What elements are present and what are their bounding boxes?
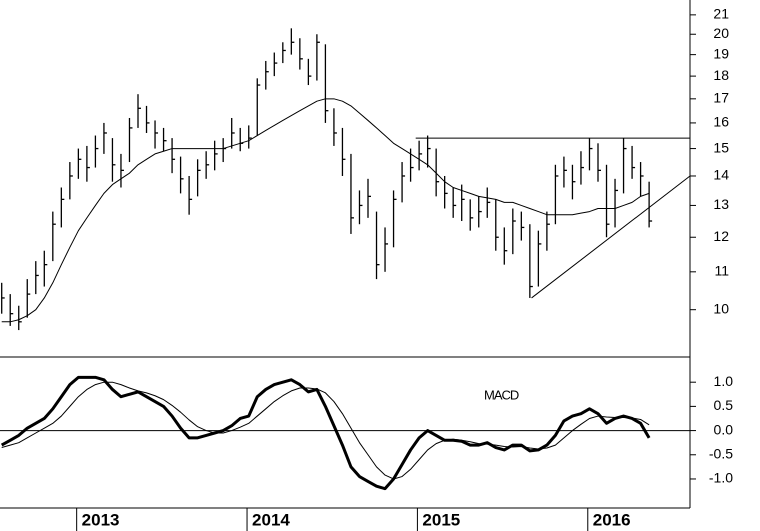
y-tick-label: -1.0 [709, 470, 733, 486]
y-tick-label: 15 [713, 139, 729, 155]
y-tick-label: 16 [713, 114, 729, 130]
y-tick-label: 21 [713, 6, 729, 22]
y-tick-label: 20 [713, 25, 729, 41]
x-tick-label: 2015 [422, 510, 460, 529]
y-tick-label: 19 [713, 45, 729, 61]
y-tick-label: -0.5 [709, 445, 733, 461]
y-tick-label: 1.0 [714, 373, 734, 389]
y-tick-label: 13 [713, 196, 729, 212]
macd-line [1, 381, 650, 480]
indicator-label: MACD [484, 387, 519, 402]
trendline [531, 175, 691, 299]
y-tick-label: 18 [713, 67, 729, 83]
x-tick-label: 2016 [593, 510, 631, 529]
y-tick-label: 17 [713, 90, 729, 106]
y-tick-label: 12 [713, 228, 729, 244]
y-tick-label: 0.5 [714, 397, 734, 413]
y-tick-label: 11 [714, 263, 729, 279]
moving-average [1, 98, 650, 323]
x-tick-label: 2014 [252, 510, 290, 529]
y-tick-label: 0.0 [714, 421, 734, 437]
y-tick-label: 10 [713, 300, 729, 316]
x-tick-label: 2013 [82, 510, 120, 529]
y-tick-label: 14 [713, 167, 729, 183]
